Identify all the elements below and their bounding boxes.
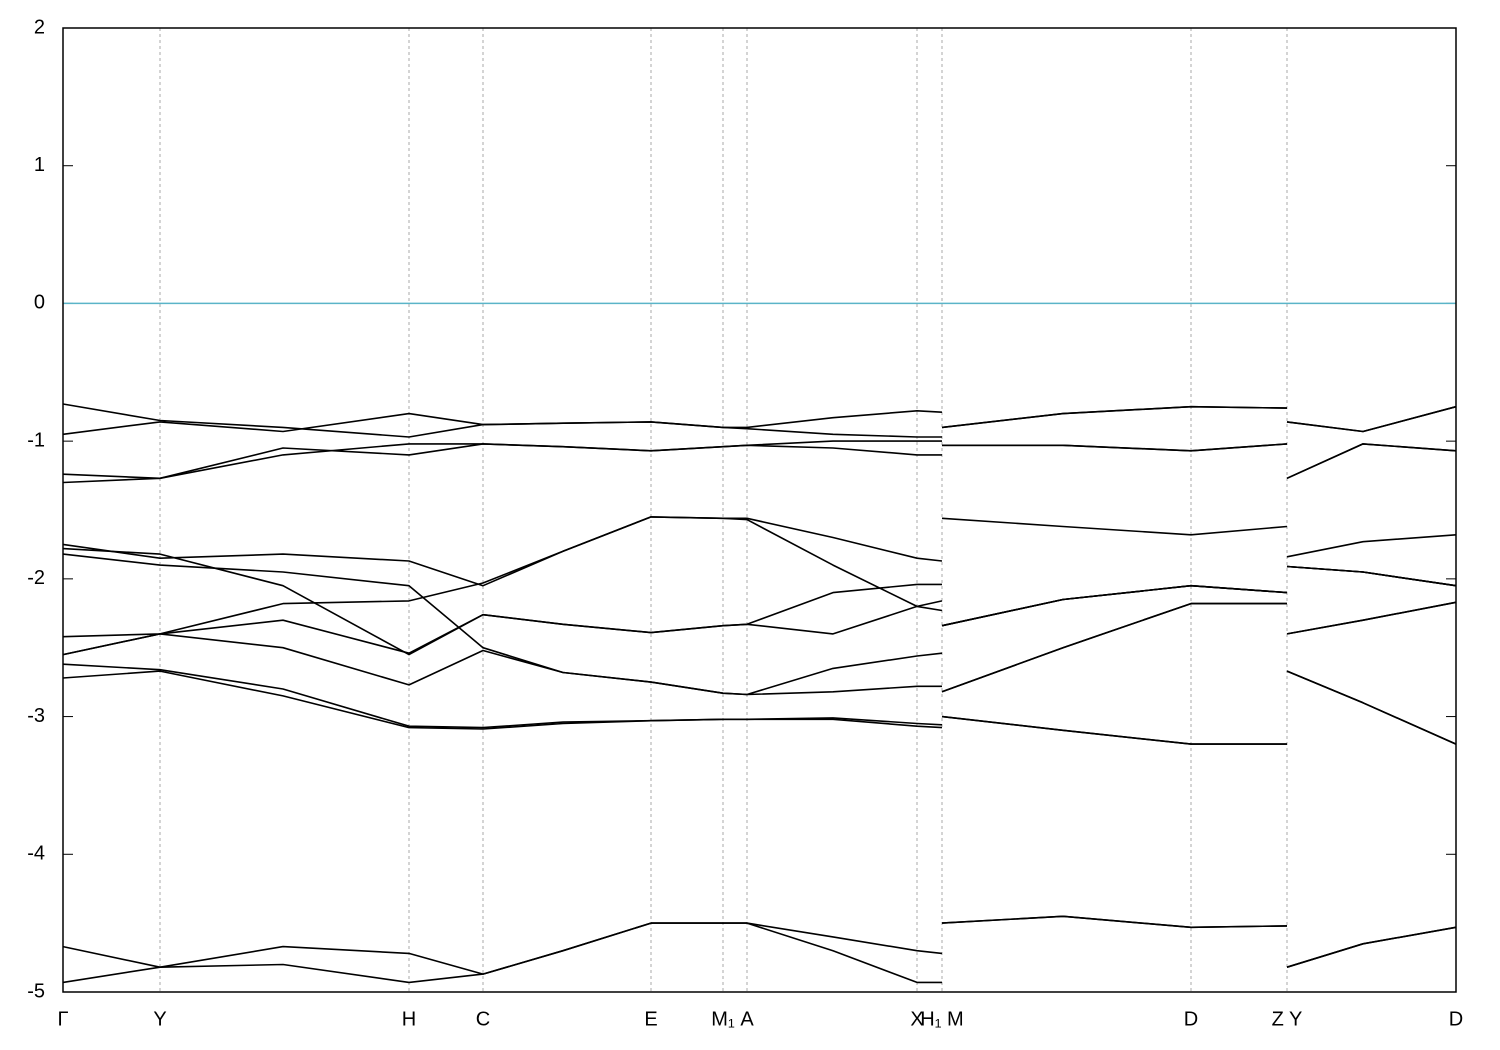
y-tick-label: -1 bbox=[27, 429, 45, 451]
y-tick-label: 1 bbox=[34, 154, 45, 176]
band-line bbox=[62, 405, 1457, 436]
band-line bbox=[62, 403, 1457, 438]
band-line bbox=[62, 440, 1457, 484]
x-tick-label: E bbox=[644, 1008, 657, 1030]
x-tick-label: Y bbox=[153, 1008, 166, 1030]
band-line bbox=[62, 670, 1457, 745]
band-line bbox=[62, 443, 1457, 480]
plot-frame bbox=[62, 27, 1457, 993]
band-line bbox=[62, 663, 1457, 745]
x-tick-label: D bbox=[1449, 1008, 1463, 1030]
y-tick-label: -3 bbox=[27, 705, 45, 727]
band-line bbox=[62, 601, 1457, 696]
band-line bbox=[62, 516, 1457, 656]
x-tick-label: H₁ M bbox=[920, 1008, 963, 1030]
y-tick-label: 2 bbox=[34, 16, 45, 38]
band-line bbox=[62, 547, 1457, 656]
x-tick-label: H bbox=[402, 1008, 416, 1030]
x-tick-label: Z Y bbox=[1272, 1008, 1303, 1030]
y-tick-label: -2 bbox=[27, 567, 45, 589]
y-tick-label: 0 bbox=[34, 292, 45, 314]
x-tick-label: A bbox=[740, 1008, 754, 1030]
x-tick-label: M₁ bbox=[711, 1008, 735, 1030]
y-tick-label: -4 bbox=[27, 843, 45, 865]
band-line bbox=[62, 565, 1457, 654]
x-tick-label: C bbox=[476, 1008, 490, 1030]
band-line bbox=[62, 553, 1457, 696]
x-tick-label: X bbox=[910, 1008, 923, 1030]
x-tick-label: Γ bbox=[57, 1008, 68, 1030]
y-tick-label: -5 bbox=[27, 980, 45, 1002]
band-line bbox=[62, 915, 1457, 975]
x-tick-label: D bbox=[1184, 1008, 1198, 1030]
